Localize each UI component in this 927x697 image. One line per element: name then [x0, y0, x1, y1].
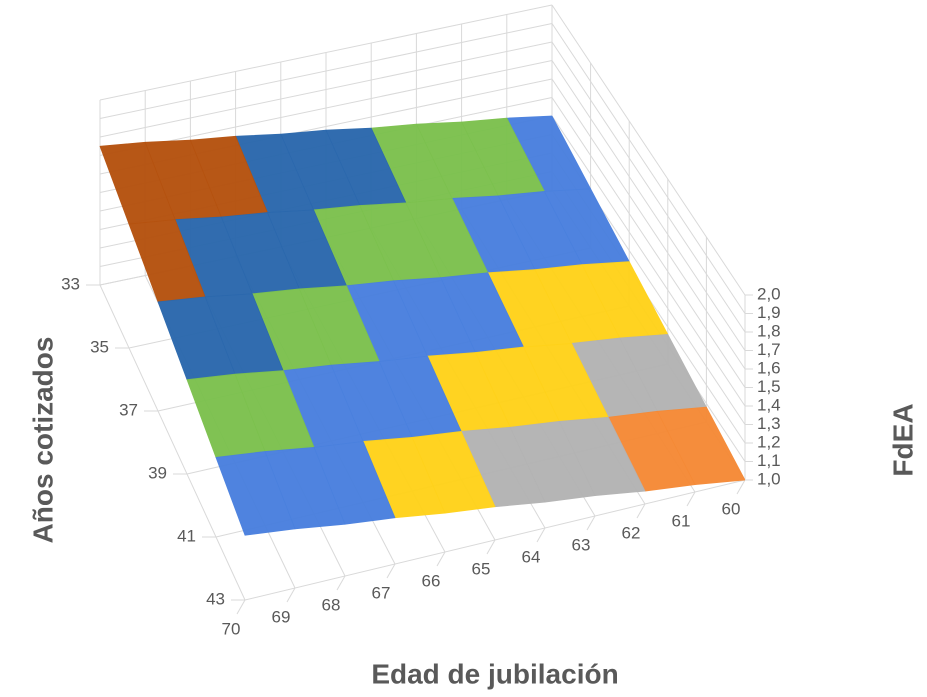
z-tick-label: 1,3: [757, 414, 781, 433]
y-axis-title: Años cotizados: [27, 337, 58, 544]
y-tick-label: 41: [177, 526, 196, 545]
z-tick-label: 2,0: [757, 284, 781, 303]
z-tick-label: 1,5: [757, 377, 781, 396]
side-wall-grid: [551, 41, 746, 333]
floor-grid: [244, 479, 746, 601]
z-tick-label: 1,8: [757, 321, 781, 340]
x-tick: [236, 599, 246, 615]
x-axis-title: Edad de jubilación: [371, 658, 618, 689]
side-wall-grid: [551, 115, 746, 407]
y-tick-label: 33: [61, 274, 80, 293]
side-wall-grid: [551, 4, 746, 296]
side-wall-grid: [551, 78, 746, 370]
x-tick: [536, 527, 546, 543]
x-tick-label: 60: [722, 499, 741, 518]
x-tick-label: 70: [222, 619, 241, 638]
z-tick-label: 1,2: [757, 432, 781, 451]
x-tick-label: 64: [522, 547, 541, 566]
floor-grid: [99, 284, 246, 601]
x-tick: [636, 503, 646, 519]
surface-cell: [215, 451, 296, 536]
x-tick-label: 65: [472, 559, 491, 578]
y-tick-label: 39: [148, 463, 167, 482]
side-wall-grid: [551, 97, 746, 388]
x-tick-label: 63: [572, 535, 591, 554]
z-tick-label: 1,6: [757, 358, 781, 377]
x-tick-label: 62: [622, 523, 641, 542]
x-tick-label: 66: [422, 571, 441, 590]
side-wall-grid: [551, 60, 746, 351]
x-tick-label: 61: [672, 511, 691, 530]
x-tick-label: 69: [272, 607, 291, 626]
side-wall-grid: [551, 23, 746, 314]
x-tick: [336, 575, 346, 591]
z-tick-label: 1,0: [757, 469, 781, 488]
z-tick-label: 1,4: [757, 395, 781, 414]
x-tick: [386, 563, 396, 579]
x-tick: [586, 515, 596, 531]
x-tick: [736, 479, 746, 495]
x-tick-label: 68: [322, 595, 341, 614]
x-tick: [486, 539, 496, 555]
z-tick-label: 1,7: [757, 340, 781, 359]
y-tick-label: 37: [119, 400, 138, 419]
x-tick: [686, 491, 696, 507]
z-tick-label: 1,1: [757, 451, 781, 470]
x-tick-label: 67: [372, 583, 391, 602]
x-tick: [436, 551, 446, 567]
y-tick-label: 35: [90, 337, 109, 356]
z-tick-label: 1,9: [757, 303, 781, 322]
x-tick: [286, 587, 296, 603]
z-axis-title: FdEA: [887, 403, 918, 476]
y-tick-label: 43: [206, 589, 225, 608]
